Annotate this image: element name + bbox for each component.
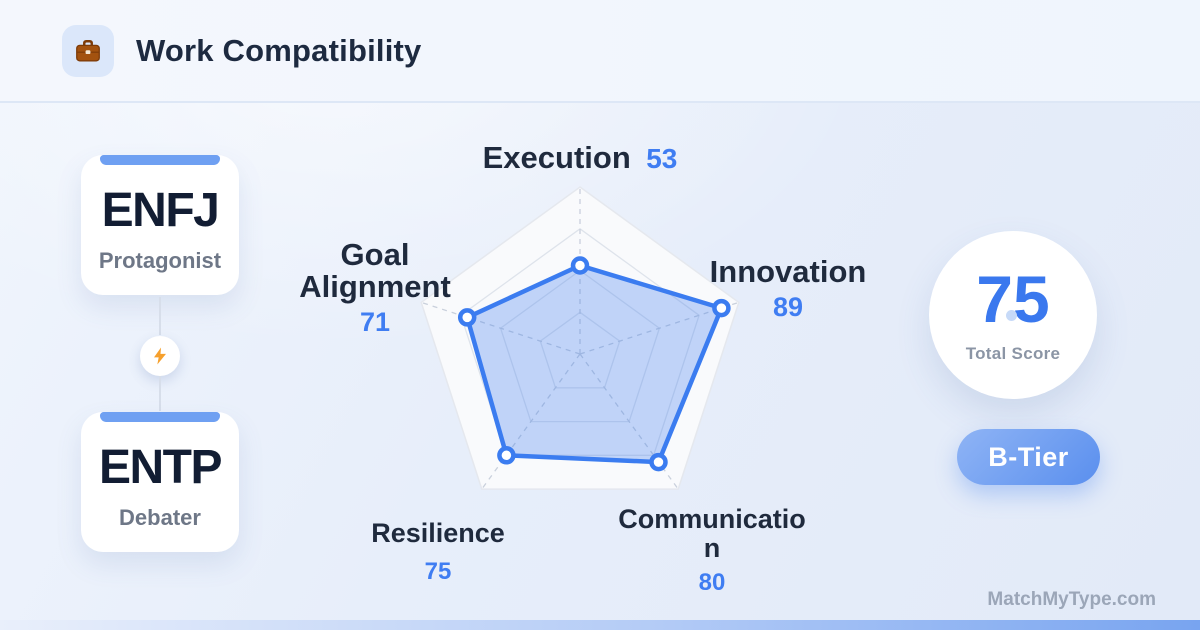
personality-card-left: ENFJ Protagonist (81, 155, 239, 295)
axis-label-communication: Communication 80 (614, 505, 810, 597)
axis-name: Goal Alignment (299, 237, 451, 304)
axis-label-goal-alignment: Goal Alignment 71 (265, 239, 485, 338)
connector-line (159, 297, 161, 335)
card-accent-bar (100, 412, 220, 422)
axis-label-resilience: Resilience 75 (338, 519, 538, 586)
personality-code: ENFJ (101, 184, 220, 237)
axis-value: 75 (424, 557, 452, 585)
axis-name: Communication (618, 504, 806, 563)
personality-code: ENTP (98, 441, 223, 494)
axis-label-innovation: Innovation 89 (688, 255, 888, 323)
axis-label-execution: Execution 53 (430, 141, 730, 175)
personality-card-right: ENTP Debater (81, 412, 239, 552)
personality-name: Debater (119, 505, 201, 530)
briefcase-icon (62, 24, 114, 77)
card-accent-bar (100, 155, 220, 165)
tier-badge: B-Tier (957, 429, 1100, 485)
personality-name: Protagonist (98, 248, 222, 273)
connector-line (159, 376, 161, 411)
lightning-icon (140, 336, 180, 376)
total-score-value: 75 (976, 262, 1050, 336)
axis-name: Resilience (371, 518, 505, 548)
axis-name: Execution (482, 140, 631, 175)
bottom-accent-bar (0, 620, 1200, 630)
axis-value: 71 (359, 306, 391, 337)
axis-value: 80 (698, 568, 726, 596)
page-title: Work Compatibility (136, 32, 422, 68)
watermark: MatchMyType.com (987, 589, 1156, 610)
header: Work Compatibility (0, 0, 1200, 103)
radar-chart-svg (420, 186, 740, 490)
total-score-circle: 75 Total Score (929, 231, 1097, 399)
radar-chart (350, 124, 810, 584)
axis-value: 89 (772, 292, 804, 323)
axis-value: 53 (646, 143, 678, 174)
total-score-label: Total Score (965, 344, 1061, 363)
axis-name: Innovation (709, 254, 867, 289)
